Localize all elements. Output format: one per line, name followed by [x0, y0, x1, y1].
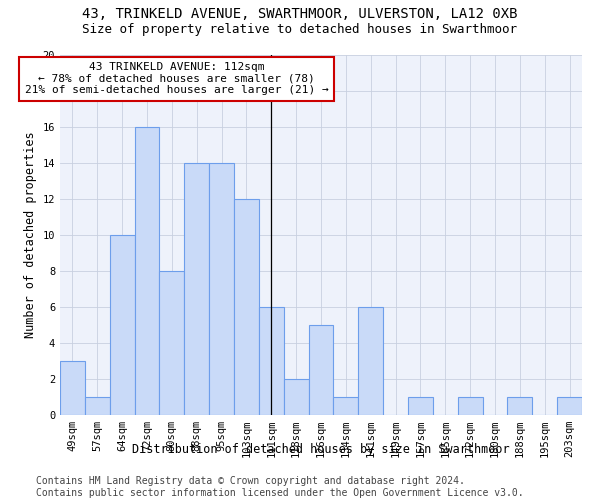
- Text: 43, TRINKELD AVENUE, SWARTHMOOR, ULVERSTON, LA12 0XB: 43, TRINKELD AVENUE, SWARTHMOOR, ULVERST…: [82, 8, 518, 22]
- Bar: [234, 199, 259, 415]
- Bar: [184, 163, 209, 415]
- Text: 43 TRINKELD AVENUE: 112sqm
← 78% of detached houses are smaller (78)
21% of semi: 43 TRINKELD AVENUE: 112sqm ← 78% of deta…: [25, 62, 329, 96]
- Bar: [85, 397, 110, 415]
- Y-axis label: Number of detached properties: Number of detached properties: [24, 132, 37, 338]
- Bar: [110, 235, 134, 415]
- Bar: [408, 397, 433, 415]
- Bar: [60, 361, 85, 415]
- Bar: [160, 271, 184, 415]
- Bar: [134, 127, 160, 415]
- Bar: [209, 163, 234, 415]
- Bar: [508, 397, 532, 415]
- Text: Distribution of detached houses by size in Swarthmoor: Distribution of detached houses by size …: [132, 442, 510, 456]
- Bar: [557, 397, 582, 415]
- Bar: [358, 307, 383, 415]
- Bar: [308, 325, 334, 415]
- Text: Contains HM Land Registry data © Crown copyright and database right 2024.
Contai: Contains HM Land Registry data © Crown c…: [36, 476, 524, 498]
- Bar: [458, 397, 482, 415]
- Bar: [334, 397, 358, 415]
- Text: Size of property relative to detached houses in Swarthmoor: Size of property relative to detached ho…: [83, 22, 517, 36]
- Bar: [284, 379, 308, 415]
- Bar: [259, 307, 284, 415]
